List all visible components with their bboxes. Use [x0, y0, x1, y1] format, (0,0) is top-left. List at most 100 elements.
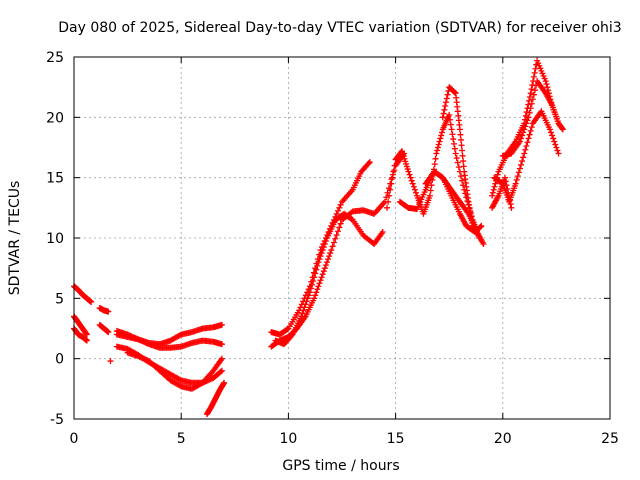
data-point [527, 90, 534, 97]
data-point [317, 253, 324, 260]
data-point [314, 286, 321, 293]
data-point [452, 150, 459, 157]
data-point [448, 126, 455, 133]
data-point [316, 256, 323, 263]
data-point [305, 292, 312, 299]
data-point [489, 192, 496, 199]
y-tick-label: 20 [46, 110, 64, 126]
data-point [390, 168, 397, 175]
x-tick-label: 25 [601, 431, 619, 447]
data-point [524, 117, 531, 124]
data-point [328, 247, 335, 254]
data-point [491, 183, 498, 190]
data-point [301, 304, 308, 311]
data-point [411, 186, 418, 193]
data-point [443, 95, 450, 102]
data-point [107, 358, 114, 365]
data-point [504, 185, 511, 192]
x-tick-label: 10 [279, 431, 297, 447]
data-point [326, 253, 333, 260]
x-tick-label: 15 [387, 431, 405, 447]
data-point [310, 277, 317, 284]
data-point [457, 136, 464, 143]
data-point [456, 126, 463, 133]
data-point [314, 262, 321, 269]
data-point [449, 131, 456, 138]
data-point [516, 138, 523, 145]
data-point [435, 141, 442, 148]
data-point [543, 81, 550, 88]
data-point [284, 326, 291, 333]
data-series-seg-rise-a [268, 150, 408, 350]
data-point [329, 243, 336, 250]
y-tick-label: 5 [55, 291, 64, 307]
data-point [336, 204, 343, 211]
data-point [525, 114, 532, 121]
data-point [438, 132, 445, 139]
data-point [507, 201, 514, 208]
data-point [318, 250, 325, 257]
data-point [302, 301, 309, 308]
data-point [315, 283, 322, 290]
data-point [218, 341, 225, 348]
data-point [348, 209, 355, 216]
data-series-seg-rise-c [272, 210, 386, 348]
data-point [300, 307, 307, 314]
data-point [325, 256, 332, 263]
data-point [521, 126, 528, 133]
y-tick-label: 10 [46, 231, 64, 247]
data-point [525, 135, 532, 142]
data-point [505, 189, 512, 196]
data-point [384, 204, 391, 211]
data-point [321, 265, 328, 272]
data-point [477, 223, 484, 230]
data-point [492, 180, 499, 187]
data-point [451, 140, 458, 147]
data-point [407, 174, 414, 181]
data-point [489, 189, 496, 196]
data-point [502, 178, 509, 185]
data-point [365, 160, 372, 167]
data-point [88, 298, 95, 305]
data-point [336, 224, 343, 231]
data-point [426, 192, 433, 199]
x-axis-label: GPS time / hours [282, 458, 399, 474]
data-point [490, 186, 497, 193]
y-tick-label: 25 [46, 50, 64, 66]
data-point [221, 379, 228, 386]
y-axis-label: SDTVAR / TECUs [7, 181, 23, 296]
data-point [451, 145, 458, 152]
data-point [460, 158, 467, 165]
data-point [528, 124, 535, 131]
data-point [436, 138, 443, 145]
data-point [508, 204, 515, 211]
data-point [176, 382, 183, 389]
data-point [529, 96, 536, 103]
data-point [384, 189, 391, 196]
data-point [526, 109, 533, 116]
data-point [332, 235, 339, 242]
data-point [458, 142, 465, 149]
data-point [515, 169, 522, 176]
data-point [457, 173, 464, 180]
data-point [391, 162, 398, 169]
data-point [298, 313, 305, 320]
data-series-seg-dip [203, 379, 228, 418]
data-point [322, 238, 329, 245]
data-point [176, 376, 183, 383]
x-tick-label: 5 [177, 431, 186, 447]
data-point [519, 158, 526, 165]
data-point [512, 180, 519, 187]
data-point [406, 171, 413, 178]
data-series-seg-late-b [499, 78, 562, 159]
data-series-seg-early-e [96, 321, 112, 336]
data-point [427, 187, 434, 194]
data-point [334, 228, 341, 235]
data-marks [71, 57, 566, 418]
data-point [432, 155, 439, 162]
grid-lines [74, 57, 610, 419]
data-point [337, 220, 344, 227]
data-point [444, 91, 451, 98]
data-point [501, 174, 508, 181]
data-point [478, 222, 485, 229]
